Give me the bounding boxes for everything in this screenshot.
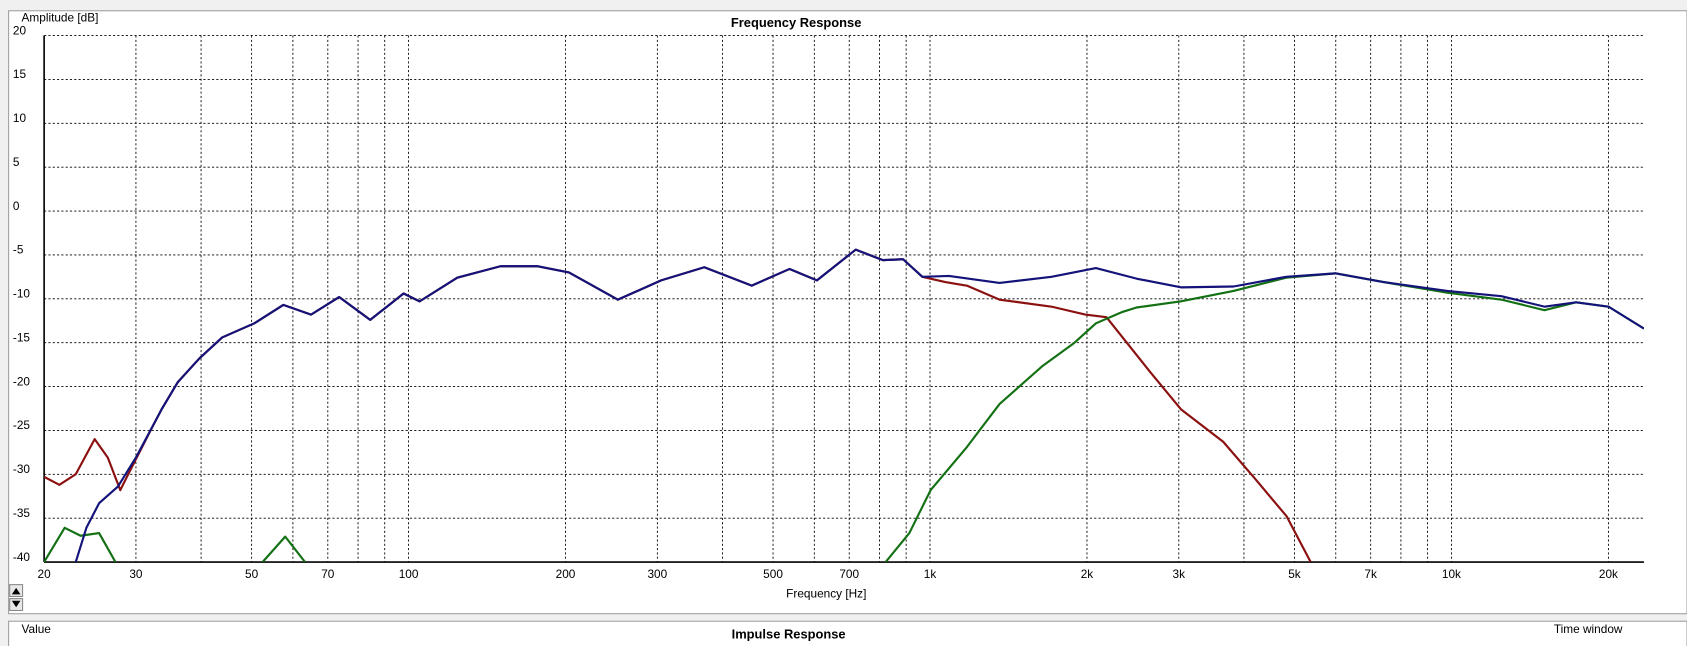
x-tick-label: 3k <box>1173 567 1186 581</box>
series-line <box>44 272 1644 563</box>
plot-lines <box>44 248 1644 563</box>
x-tick-label: 10k <box>1442 567 1461 581</box>
y-tick-label: -10 <box>13 287 31 301</box>
y-tick-label: -25 <box>13 418 31 432</box>
x-tick-label: 30 <box>129 567 143 581</box>
y-axis-label: Amplitude [dB] <box>22 10 99 24</box>
x-tick-label: 100 <box>399 567 419 581</box>
y-tick-label: -5 <box>13 243 24 257</box>
x-tick-label: 70 <box>321 567 335 581</box>
impulse-panel <box>8 620 1687 646</box>
x-tick-label: 200 <box>556 567 576 581</box>
y-tick-label: -35 <box>13 506 31 520</box>
y-tick-label: 10 <box>13 111 27 125</box>
y-tick-label: 15 <box>13 67 27 81</box>
x-tick-label: 20 <box>38 567 52 581</box>
y-tick-label: 0 <box>13 199 20 213</box>
scroll-up-icon <box>11 587 21 595</box>
y-tick-label: -30 <box>13 462 31 476</box>
x-tick-label: 50 <box>245 567 259 581</box>
y-tick-label: 5 <box>13 155 20 169</box>
x-tick-label: 1k <box>924 567 937 581</box>
y-tick-label: -40 <box>13 550 31 564</box>
x-tick-label: 300 <box>647 567 667 581</box>
y-tick-label: -15 <box>13 330 31 344</box>
x-tick-label: 20k <box>1599 567 1618 581</box>
x-tick-label: 2k <box>1081 567 1094 581</box>
impulse-ylabel: Value <box>22 622 52 636</box>
y-tick-label: 20 <box>13 23 27 37</box>
impulse-title: Impulse Response <box>732 627 846 642</box>
x-tick-label: 500 <box>763 567 783 581</box>
x-axis-label: Frequency [Hz] <box>786 586 866 600</box>
chart-title: Frequency Response <box>731 15 861 30</box>
series-line <box>74 248 1644 563</box>
x-tick-label: 700 <box>839 567 859 581</box>
impulse-right-label: Time window <box>1554 622 1623 636</box>
x-tick-label: 5k <box>1288 567 1301 581</box>
y-tick-label: -20 <box>13 374 31 388</box>
scroll-down-icon <box>11 600 21 608</box>
x-tick-label: 7k <box>1364 567 1377 581</box>
plot-area <box>44 35 1644 563</box>
